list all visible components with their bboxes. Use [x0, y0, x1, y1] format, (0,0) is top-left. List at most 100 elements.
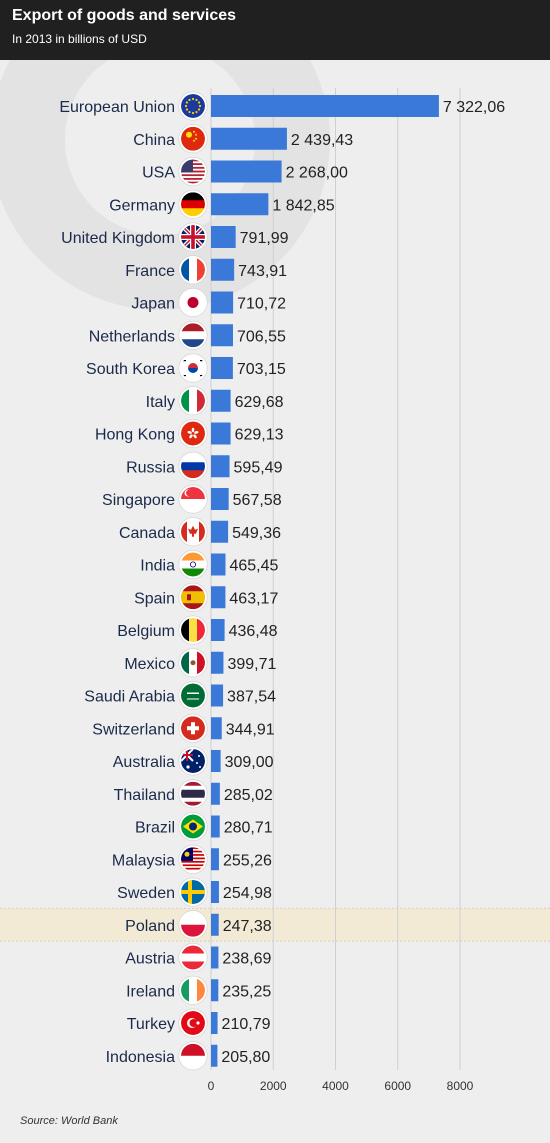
bar — [211, 357, 233, 379]
data-label: 309,00 — [225, 754, 274, 771]
category-label: India — [140, 558, 175, 575]
data-label: 595,49 — [234, 459, 283, 476]
bar — [211, 520, 229, 543]
background-decoration-inner — [65, 60, 255, 235]
bar — [211, 455, 230, 478]
bar — [211, 717, 222, 740]
belgium-flag-icon — [178, 615, 208, 645]
category-label: Malaysia — [112, 852, 175, 869]
china-flag-icon — [178, 124, 208, 154]
category-label: European Union — [59, 99, 175, 116]
bar — [211, 127, 287, 150]
data-label: 567,58 — [233, 492, 282, 509]
category-label: Russia — [126, 459, 175, 476]
category-label: Switzerland — [92, 721, 175, 738]
bar — [211, 586, 226, 609]
eu-flag-icon — [178, 91, 208, 121]
poland-flag-icon — [178, 910, 208, 940]
data-label: 703,15 — [237, 361, 286, 378]
ireland-flag-icon — [178, 975, 208, 1005]
data-label: 344,91 — [226, 721, 275, 738]
france-flag-icon — [178, 255, 208, 285]
bar — [211, 979, 219, 1002]
data-label: 743,91 — [238, 263, 287, 280]
south-korea-flag-icon — [178, 353, 208, 383]
hong-kong-flag-icon — [178, 418, 208, 448]
x-tick-label: 8000 — [447, 1079, 474, 1093]
data-label: 465,45 — [229, 558, 278, 575]
category-label: Spain — [134, 590, 175, 607]
highlight-band — [0, 908, 550, 942]
data-label: 706,55 — [237, 328, 286, 345]
category-label: Austria — [125, 951, 175, 968]
data-label: 205,80 — [221, 1049, 270, 1066]
data-label: 254,98 — [223, 885, 272, 902]
x-tick-label: 0 — [208, 1079, 215, 1093]
data-label: 387,54 — [227, 689, 276, 706]
category-label: Germany — [109, 197, 175, 214]
uk-flag-icon — [178, 222, 208, 252]
category-label: United Kingdom — [61, 230, 175, 247]
data-label: 629,68 — [235, 394, 284, 411]
bar — [211, 619, 225, 641]
bar — [211, 226, 236, 248]
bar — [211, 684, 224, 707]
chart-title: Export of goods and services — [12, 7, 237, 24]
data-label: 399,71 — [227, 656, 276, 673]
category-label: Poland — [125, 918, 175, 935]
category-label: Netherlands — [89, 328, 175, 345]
bar-chart: 0 2000 4000 6000 8000 European Union 7 322,06 C… — [0, 60, 550, 1093]
category-label: Mexico — [124, 656, 175, 673]
bar — [211, 324, 233, 347]
data-label: 463,17 — [229, 590, 278, 607]
bar — [211, 422, 231, 445]
data-label: 7 322,06 — [443, 99, 505, 116]
mexico-flag-icon — [178, 648, 208, 678]
category-label: Belgium — [117, 623, 175, 640]
germany-flag-icon — [178, 189, 208, 219]
netherlands-flag-icon — [178, 320, 208, 350]
australia-flag-icon — [178, 746, 208, 776]
category-label: Thailand — [114, 787, 175, 804]
data-label: 2 439,43 — [291, 132, 353, 149]
x-tick-label: 4000 — [322, 1079, 349, 1093]
usa-flag-icon — [178, 157, 208, 187]
category-label: Singapore — [102, 492, 175, 509]
italy-flag-icon — [178, 386, 208, 416]
bar — [211, 848, 219, 871]
bar — [211, 750, 221, 772]
data-label: 247,38 — [223, 918, 272, 935]
bar — [211, 291, 234, 314]
bar — [211, 160, 282, 183]
bar — [211, 95, 439, 117]
data-label: 1 842,85 — [272, 197, 334, 214]
turkey-flag-icon — [178, 1008, 208, 1038]
data-label: 255,26 — [223, 852, 272, 869]
malaysia-flag-icon — [178, 844, 208, 874]
data-label: 2 268,00 — [286, 165, 348, 182]
data-label: 791,99 — [240, 230, 289, 247]
category-label: Indonesia — [106, 1049, 175, 1066]
category-label: Australia — [113, 754, 175, 771]
bar — [211, 651, 224, 674]
category-label: Saudi Arabia — [84, 689, 175, 706]
x-tick-label: 6000 — [384, 1079, 411, 1093]
data-label: 210,79 — [222, 1016, 271, 1033]
data-label: 280,71 — [224, 820, 273, 837]
brazil-flag-icon — [178, 811, 208, 841]
header: Export of goods and services In 2013 in … — [0, 0, 550, 60]
japan-flag-icon — [178, 288, 208, 318]
source-note: Source: World Bank — [20, 1115, 118, 1127]
x-tick-label: 2000 — [260, 1079, 287, 1093]
chart-subtitle: In 2013 in billions of USD — [12, 32, 147, 46]
switzerland-flag-icon — [178, 713, 208, 743]
category-label: Ireland — [126, 983, 175, 1000]
data-label: 235,25 — [222, 983, 271, 1000]
bar — [211, 913, 219, 936]
category-label: Hong Kong — [95, 427, 175, 444]
bar — [211, 553, 226, 576]
category-label: Turkey — [127, 1016, 175, 1033]
data-label: 710,72 — [237, 296, 286, 313]
data-label: 549,36 — [232, 525, 281, 542]
